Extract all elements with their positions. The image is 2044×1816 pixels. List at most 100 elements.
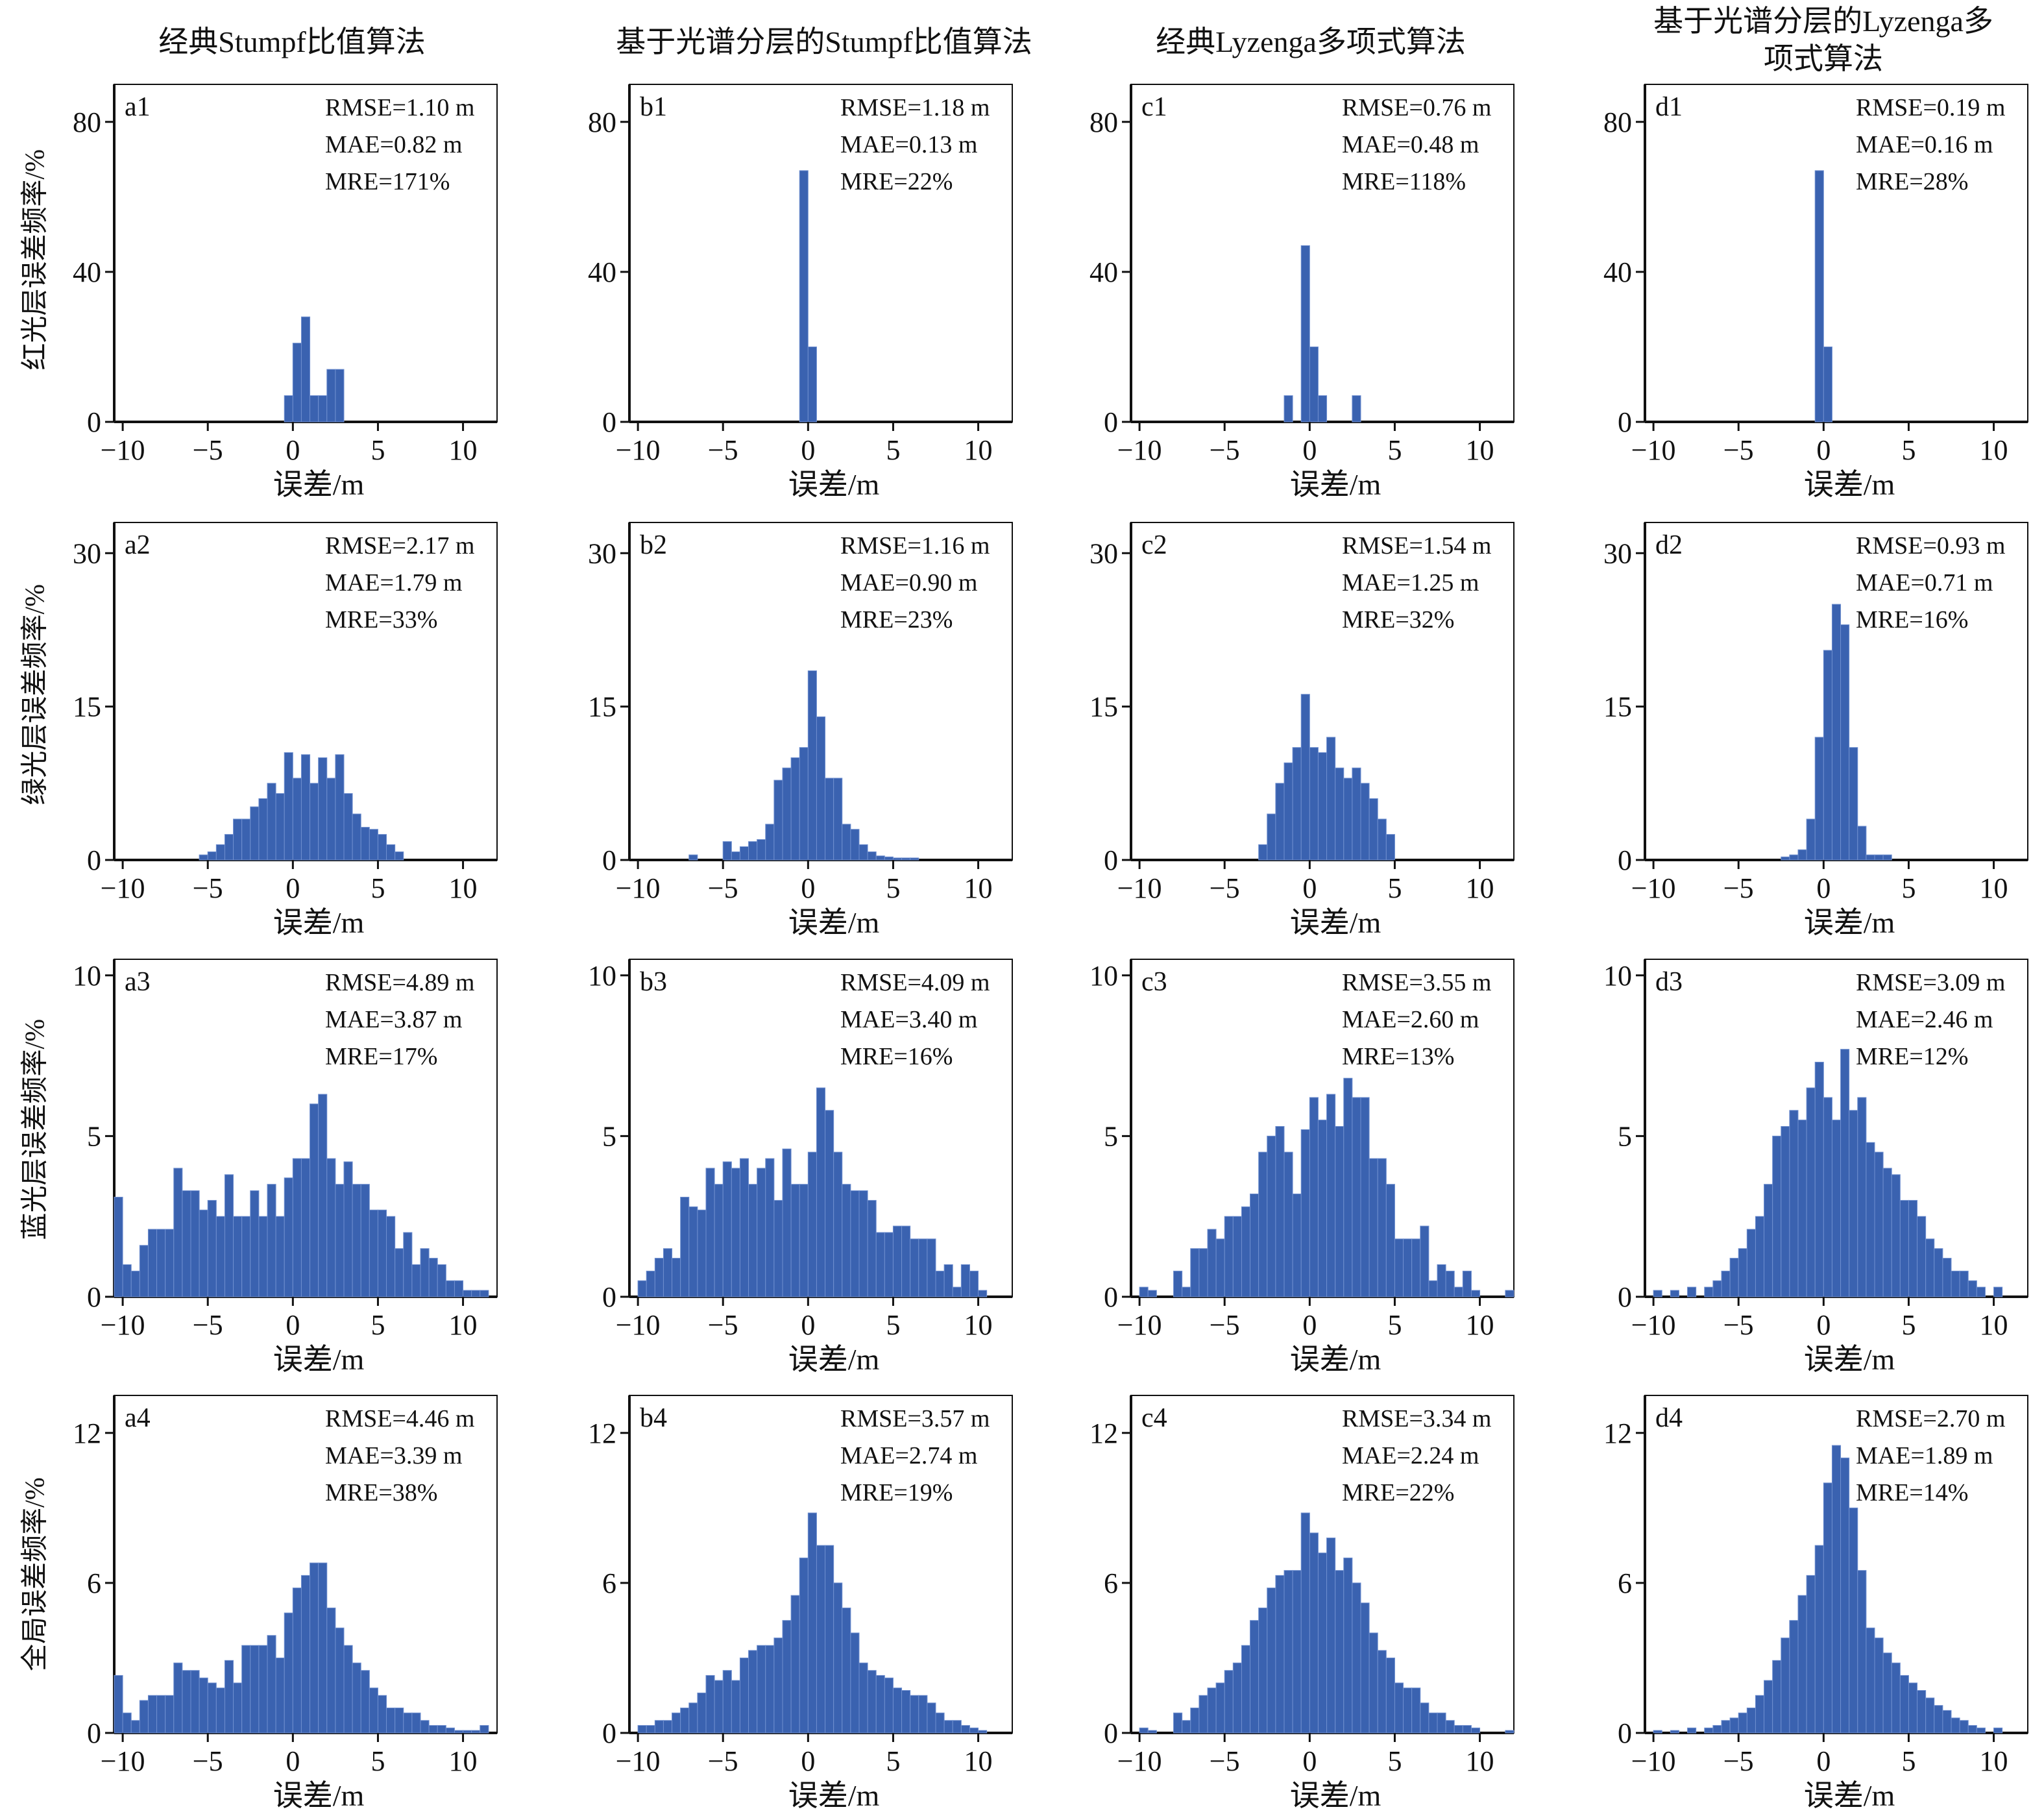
histogram-bar [1317,752,1328,861]
histogram-bar [790,757,800,861]
histogram-bar [1840,1457,1850,1734]
y-tick-label: 80 [588,106,616,138]
histogram-bar [1300,1129,1310,1297]
histogram-bar [428,1724,438,1734]
y-tick-label: 80 [1089,106,1118,138]
histogram-bar [935,1712,945,1734]
panel-c1: −10 −5 0 5 10 0 40 80 误差/m c1 RMSE=0.76 m MAE=0.48 … [1089,84,1515,501]
x-tick-label: −10 [101,434,145,466]
histogram-bar [300,1575,311,1734]
metric-label: MRE=171% [325,168,450,195]
histogram-bar [335,1627,345,1734]
x-tick-label: −10 [101,872,145,904]
histogram-bar [1198,1695,1208,1734]
y-tick-label: 0 [1618,406,1632,438]
histogram-bar [173,1662,183,1734]
histogram-bar [1738,1712,1747,1734]
y-tick-label: 0 [602,406,616,438]
histogram-bar [884,1232,894,1297]
histogram-bar [1224,1670,1234,1734]
histogram-bar [377,1209,387,1297]
y-tick-label: 0 [87,406,101,438]
histogram-bar [1267,1135,1276,1297]
histogram-bar [233,1216,243,1297]
panel-label: a2 [125,530,151,560]
histogram-bar [1215,1238,1225,1297]
histogram-bar [799,747,809,861]
histogram-bar [1789,854,1799,861]
histogram-bar [1849,1110,1858,1297]
histogram-bar [1831,1120,1842,1297]
metric-label: MRE=16% [840,1043,953,1070]
x-tick-label: −5 [708,1745,738,1777]
x-tick-label: 10 [1980,1309,2008,1341]
metric-label: RMSE=0.76 m [1342,94,1491,121]
y-tick-label: 6 [87,1567,101,1599]
histogram-bar [310,395,319,423]
histogram-bar [1823,650,1832,861]
x-tick-label: −5 [193,872,223,904]
y-tick-label: 0 [1104,406,1118,438]
histogram-bar [471,1290,481,1297]
histogram-bar [207,1199,217,1297]
y-tick-label: 10 [588,960,616,992]
histogram-bar [1437,1712,1446,1734]
histogram-bar [165,1229,175,1297]
histogram-bar [1942,1710,1952,1734]
metric-label: RMSE=4.89 m [325,969,474,996]
histogram-bar [773,1638,783,1734]
x-tick-label: 5 [886,434,900,466]
metric-label: MRE=32% [1342,606,1454,633]
histogram-bar [1275,1575,1285,1734]
histogram-bar [471,1730,481,1734]
x-tick-label: 10 [449,1309,478,1341]
x-axis-label: 误差/m [788,906,880,939]
histogram-bar [952,1720,962,1734]
panel-label: b4 [640,1403,667,1433]
histogram-bar [360,1670,370,1734]
histogram-bar [190,1670,200,1734]
y-tick-label: 30 [588,537,616,569]
histogram-bar [411,1712,421,1734]
histogram-bar [960,1264,970,1297]
panel-d4: −10 −5 0 5 10 0 6 12 误差/m d4 RMSE=2.70 m MAE=1.89 m… [1603,1395,2028,1812]
y-tick-label: 0 [1104,1717,1118,1749]
histogram-bar [463,1290,472,1297]
y-tick-label: 12 [1089,1417,1118,1449]
histogram-bar [1729,1258,1739,1297]
y-tick-label: 12 [73,1417,101,1449]
metric-label: RMSE=4.09 m [840,969,990,996]
metric-label: MAE=0.16 m [1856,131,1993,158]
histogram-bar [1882,1168,1892,1297]
histogram-bar [182,1670,191,1734]
histogram-bar [1139,1286,1149,1297]
histogram-bar [748,841,758,861]
panel-label: d4 [1655,1403,1683,1433]
histogram-bar [173,1168,183,1297]
histogram-bar [1190,1707,1200,1734]
histogram-bar [1917,1690,1927,1734]
y-tick-label: 10 [1603,960,1632,992]
histogram-bar [445,1727,455,1734]
histogram-bar [395,851,404,861]
histogram-bar [1224,1216,1234,1297]
x-tick-label: −10 [1117,1309,1162,1341]
histogram-bar [1343,778,1353,861]
panel-label: d1 [1655,92,1683,122]
histogram-bar [377,834,387,861]
histogram-bar [1866,1627,1875,1734]
histogram-bar [122,1712,132,1734]
histogram-bar [858,1190,868,1297]
histogram-bar [1309,346,1319,423]
histogram-bar [875,855,885,861]
panel-b4: −10 −5 0 5 10 0 6 12 误差/m b4 RMSE=3.57 m MAE=2.74 m… [588,1395,1013,1812]
x-axis-label: 误差/m [1290,468,1381,501]
histogram-bar [757,1645,766,1734]
histogram-bar [918,1238,928,1297]
histogram-bar [275,1216,285,1297]
histogram-bar [960,1724,970,1734]
x-tick-label: 5 [886,1745,900,1777]
histogram-bar [1721,1270,1731,1297]
y-tick-label: 15 [1089,691,1118,723]
histogram-bar [360,1184,370,1297]
